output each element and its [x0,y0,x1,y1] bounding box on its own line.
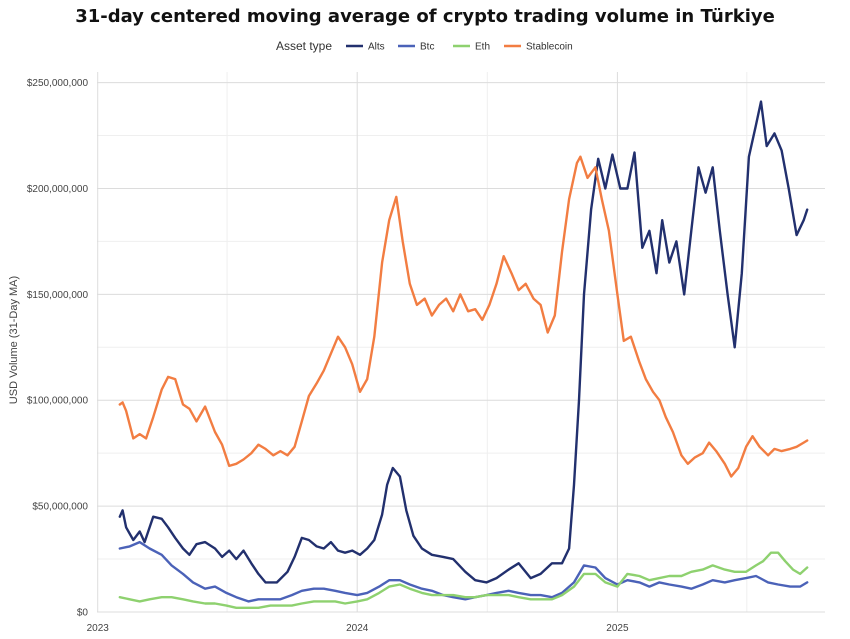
legend-label-alts: Alts [368,42,385,53]
y-tick-label: $250,000,000 [27,78,89,89]
y-axis-label: USD Volume (31-Day MA) [8,276,20,404]
legend-label-eth: Eth [475,42,490,53]
y-tick-label: $0 [77,608,89,619]
series-line-btc [118,540,809,603]
legend-items: Alts Btc Eth Stablecoin [346,42,573,53]
legend-title: Asset type [276,39,332,53]
y-tick-label: $150,000,000 [27,290,89,301]
y-tick-label: $100,000,000 [27,396,89,407]
series-lines [118,100,809,609]
x-axis-ticks: 2023 2024 2025 [87,623,629,634]
legend: Asset type Alts Btc Eth Stablecoin [276,39,573,53]
y-tick-label: $50,000,000 [32,502,88,513]
series-line-stablecoin [118,155,809,478]
x-tick-label: 2023 [87,623,110,634]
chart-title: 31-day centered moving average of crypto… [75,6,775,27]
y-axis-ticks: $0 $50,000,000 $100,000,000 $150,000,000 $20… [27,78,89,618]
grid [97,72,825,613]
x-tick-label: 2025 [606,623,629,634]
series-line-alts [118,100,809,584]
y-tick-label: $200,000,000 [27,184,89,195]
series-line-eth [118,551,809,609]
x-tick-label: 2024 [346,623,369,634]
legend-label-btc: Btc [420,42,434,53]
legend-label-stablecoin: Stablecoin [526,42,573,53]
